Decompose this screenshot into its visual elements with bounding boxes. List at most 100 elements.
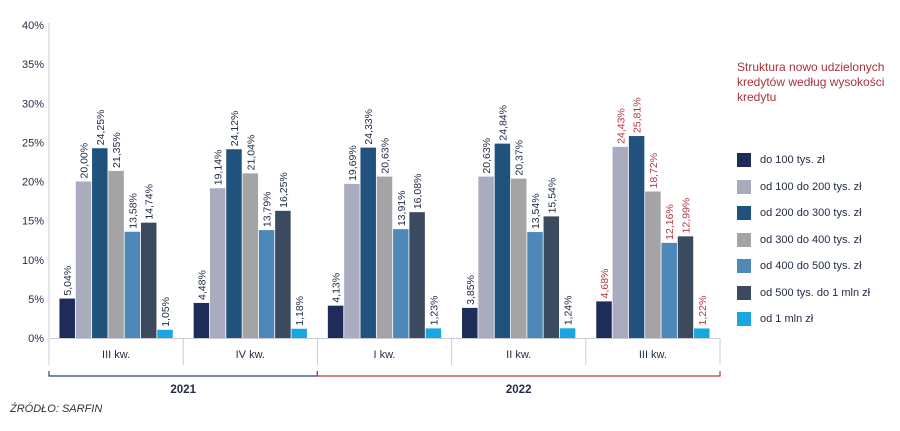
bar [193,302,210,338]
legend-swatch [737,312,751,326]
bar-value-label: 4,13% [331,273,343,303]
year-bracket [316,371,721,377]
legend-label: od 200 do 300 tys. zł [760,207,862,219]
bar [108,170,124,338]
bar [75,181,92,338]
bar-value-label: 20,37% [514,140,526,176]
bar-value-label: 13,58% [127,193,139,229]
bar-value-label: 1,18% [294,296,306,326]
bar [612,146,629,338]
source-note: ŹRÓDŁO: SARFIN [10,403,103,415]
bar-value-label: 4,68% [599,269,611,299]
bar [628,136,645,338]
bar-value-label: 25,81% [632,97,644,133]
bar-value-label: 19,14% [213,150,225,186]
legend-swatch [737,285,751,300]
x-tick-label: III kw. [639,349,667,361]
bar [559,328,576,338]
bar [124,231,141,338]
bar-value-label: 13,91% [396,191,408,227]
y-tick-label: 30% [22,98,44,110]
bar [376,176,393,338]
bar-value-label: 1,22% [697,296,709,326]
bar-value-label: 15,54% [546,178,558,214]
legend-item: od 1 mln zł [737,311,897,327]
bar-value-label: 19,69% [347,145,359,181]
bar-value-label: 16,25% [278,172,290,208]
legend-label: od 300 do 400 tys. zł [760,233,862,246]
bar [140,222,157,338]
legend-title: Struktura nowo udzielonych kredytów wedł… [737,60,885,104]
legend-swatch [737,153,751,167]
legend-item: od 300 do 400 tys. zł [737,232,897,248]
bar [92,148,108,338]
bar [462,307,478,338]
bar [360,147,376,338]
bar-value-label: 12,99% [681,198,693,234]
bar-value-label: 21,35% [111,132,123,168]
bar [425,328,442,338]
bar-value-label: 5,04% [62,266,74,296]
bar [596,301,612,338]
bar-value-label: 24,12% [229,111,241,147]
bar [494,143,511,338]
bar-value-label: 24,43% [615,108,627,144]
bar-value-label: 1,24% [563,296,575,326]
bar [409,212,425,338]
bar-value-label: 20,63% [380,138,392,174]
bar [661,242,677,338]
x-tick-label: IV kw. [236,349,265,361]
year-label: 2022 [506,384,532,396]
x-tick-label: II kw. [506,349,531,361]
legend: do 100 tys. zł od 100 do 200 tys. zł od 20… [737,152,897,338]
bar-value-label: 21,04% [245,135,257,171]
bar-value-label: 14,74% [144,184,156,220]
y-tick-label: 25% [22,137,44,149]
bar-value-label: 1,23% [428,296,440,326]
bar-value-label: 3,85% [465,275,477,305]
y-tick-label: 15% [22,216,44,228]
legend-label: od 100 do 200 tys. zł [760,180,862,193]
y-tick-label: 35% [22,59,44,71]
legend-item: od 400 do 500 tys. zł [737,258,897,274]
bar [527,232,543,338]
legend-label: od 500 tys. do 1 mln zł [760,286,871,299]
bar-value-label: 13,54% [530,193,542,229]
legend-swatch [737,259,751,273]
bar [645,191,661,338]
bar [59,298,75,338]
bar-value-label: 20,00% [79,143,91,179]
legend-item: do 100 tys. zł [737,152,897,168]
bar [510,178,527,338]
bar-value-label: 20,63% [481,138,493,174]
legend-swatch [737,179,751,194]
bar-value-label: 16,08% [412,174,424,210]
year-label: 2021 [170,384,196,396]
legend-item: od 100 do 200 tys. zł [737,179,897,195]
bar-value-label: 13,79% [262,191,274,227]
bar-value-label: 24,25% [95,110,107,146]
bar-value-label: 24,84% [497,105,509,141]
bar [242,173,259,338]
bar [393,229,409,338]
bar-value-label: 12,16% [664,204,676,240]
bar [677,236,694,338]
legend-label: od 400 do 500 tys. zł [760,260,862,272]
x-tick-label: III kw. [102,349,130,361]
legend-swatch [737,206,751,220]
bar [209,188,226,338]
bar-value-label: 24,33% [363,109,375,145]
y-tick-label: 5% [28,294,44,306]
bar [694,328,710,338]
bar [291,328,307,338]
year-bracket [48,371,318,377]
bar-value-label: 18,72% [648,153,660,189]
legend-label: od 1 mln zł [760,313,814,325]
bar [344,183,360,338]
bar [543,216,560,338]
bar [478,176,494,338]
bar-value-label: 1,05% [160,297,172,327]
x-tick-label: I kw. [373,349,395,361]
legend-swatch [737,232,751,247]
